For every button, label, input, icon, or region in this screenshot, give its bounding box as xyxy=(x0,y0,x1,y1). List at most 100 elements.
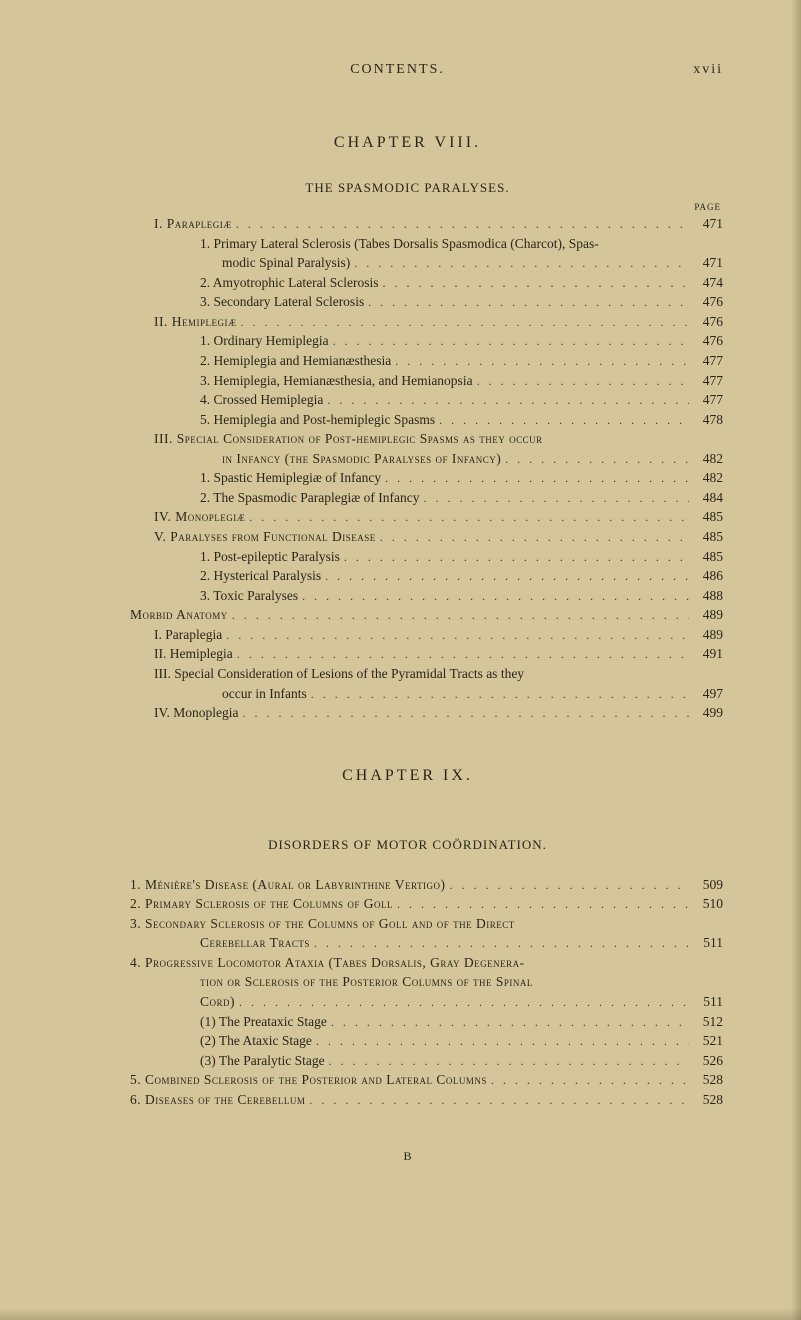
toc-row: 6. Diseases of the Cerebellum528 xyxy=(92,1090,723,1110)
toc-row: 2. Amyotrophic Lateral Sclerosis474 xyxy=(92,273,723,293)
signature-mark: B xyxy=(92,1149,723,1164)
toc-entry-label: 1. Ménière's Disease (Aural or Labyrinth… xyxy=(130,875,446,895)
toc-row: 5. Hemiplegia and Post-hemiplegic Spasms… xyxy=(92,410,723,430)
toc-entry-label: II. Hemiplegia xyxy=(154,644,233,664)
toc-row: (2) The Ataxic Stage521 xyxy=(92,1031,723,1051)
toc-row: 2. Hemiplegia and Hemianæsthesia477 xyxy=(92,351,723,371)
toc-entry-page: 482 xyxy=(689,468,723,488)
toc-row: II. Hemiplegia491 xyxy=(92,644,723,664)
toc-leader xyxy=(340,549,689,566)
toc-entry-page: 509 xyxy=(689,875,723,895)
toc-entry-label: Morbid Anatomy xyxy=(130,605,228,625)
toc-entry-page: 511 xyxy=(689,992,723,1012)
toc-row: IV. Monoplegia499 xyxy=(92,703,723,723)
page-label: PAGE xyxy=(92,202,723,212)
toc-leader xyxy=(419,490,689,507)
toc-entry-label: 1. Spastic Hemiplegiæ of Infancy xyxy=(200,468,381,488)
toc-leader xyxy=(376,529,689,546)
chapter-8-section-title: THE SPASMODIC PARALYSES. xyxy=(92,180,723,196)
toc-entry-label: I. Paraplegiæ xyxy=(154,214,232,234)
toc-entry-page: 497 xyxy=(689,684,723,704)
toc-leader xyxy=(228,607,689,624)
toc-leader xyxy=(364,294,689,311)
toc-row: 4. Progressive Locomotor Ataxia (Tabes D… xyxy=(92,953,723,973)
toc-row: 2. Primary Sclerosis of the Columns of G… xyxy=(92,894,723,914)
toc-leader xyxy=(393,896,689,913)
toc-row: (3) The Paralytic Stage 526 xyxy=(92,1051,723,1071)
toc-entry-label: 3. Secondary Sclerosis of the Columns of… xyxy=(130,914,515,934)
toc-entry-page: 477 xyxy=(689,351,723,371)
toc-row: 1. Ménière's Disease (Aural or Labyrinth… xyxy=(92,875,723,895)
toc-row: 2. Hysterical Paralysis486 xyxy=(92,566,723,586)
toc-entry-page: 489 xyxy=(689,625,723,645)
toc-entry-page: 484 xyxy=(689,488,723,508)
toc-entry-page: 526 xyxy=(689,1051,723,1071)
toc-entry-label: (1) The Preataxic Stage xyxy=(200,1012,327,1032)
toc-entry-label: V. Paralyses from Functional Disease xyxy=(154,527,376,547)
toc-leader xyxy=(391,353,689,370)
toc-entry-label: II. Hemiplegiæ xyxy=(154,312,237,332)
toc-entry-page: 510 xyxy=(689,894,723,914)
toc-row: IV. Monoplegiæ 485 xyxy=(92,507,723,527)
toc-entry-label: 3. Toxic Paralyses xyxy=(200,586,298,606)
toc-entry-label: (3) The Paralytic Stage xyxy=(200,1051,325,1071)
toc-entry-page: 476 xyxy=(689,292,723,312)
toc-entry-page: 488 xyxy=(689,586,723,606)
toc-entry-label: 5. Combined Sclerosis of the Posterior a… xyxy=(130,1070,487,1090)
toc-row: Morbid Anatomy489 xyxy=(92,605,723,625)
toc-entry-page: 471 xyxy=(689,253,723,273)
toc-entry-label: 5. Hemiplegia and Post-hemiplegic Spasms xyxy=(200,410,435,430)
toc-row: I. Paraplegiæ471 xyxy=(92,214,723,234)
toc-leader xyxy=(329,333,689,350)
toc-row: 5. Combined Sclerosis of the Posterior a… xyxy=(92,1070,723,1090)
toc-row: Cerebellar Tracts511 xyxy=(92,933,723,953)
running-head: CONTENTS. xvii xyxy=(92,62,723,78)
toc-entry-page: 528 xyxy=(689,1070,723,1090)
toc-entry-page: 477 xyxy=(689,390,723,410)
toc-entry-label: 1. Primary Lateral Sclerosis (Tabes Dors… xyxy=(200,234,599,254)
toc-leader xyxy=(235,994,689,1011)
toc-entry-label: 1. Ordinary Hemiplegia xyxy=(200,331,329,351)
chapter-8-title: CHAPTER VIII. xyxy=(92,134,723,152)
toc-entry-page: 486 xyxy=(689,566,723,586)
toc-leader xyxy=(325,1053,689,1070)
toc-leader xyxy=(232,216,689,233)
toc-leader xyxy=(473,373,689,390)
toc-entry-label: tion or Sclerosis of the Posterior Colum… xyxy=(200,972,533,992)
toc-row: 4. Crossed Hemiplegia 477 xyxy=(92,390,723,410)
toc-leader xyxy=(305,1092,689,1109)
toc-entry-label: 4. Crossed Hemiplegia xyxy=(200,390,323,410)
toc-row: modic Spinal Paralysis)471 xyxy=(92,253,723,273)
toc-entry-page: 528 xyxy=(689,1090,723,1110)
toc-chapter-8: I. Paraplegiæ4711. Primary Lateral Scler… xyxy=(92,214,723,723)
running-head-center: CONTENTS. xyxy=(92,62,663,78)
toc-entry-label: Cerebellar Tracts xyxy=(200,933,310,953)
toc-row: 3. Toxic Paralyses 488 xyxy=(92,586,723,606)
toc-leader xyxy=(501,451,689,468)
toc-chapter-9: 1. Ménière's Disease (Aural or Labyrinth… xyxy=(92,875,723,1110)
toc-row: 2. The Spasmodic Paraplegiæ of Infancy48… xyxy=(92,488,723,508)
toc-leader xyxy=(487,1072,689,1089)
toc-leader xyxy=(233,646,689,663)
toc-leader xyxy=(446,877,689,894)
toc-entry-page: 476 xyxy=(689,312,723,332)
toc-leader xyxy=(222,627,689,644)
page: CONTENTS. xvii CHAPTER VIII. THE SPASMOD… xyxy=(0,0,801,1204)
toc-leader xyxy=(239,705,690,722)
toc-entry-label: 4. Progressive Locomotor Ataxia (Tabes D… xyxy=(130,953,525,973)
toc-row: 1. Spastic Hemiplegiæ of Infancy 482 xyxy=(92,468,723,488)
toc-entry-label: Cord) xyxy=(200,992,235,1012)
toc-row: in Infancy (the Spasmodic Paralyses of I… xyxy=(92,449,723,469)
toc-entry-label: 2. Amyotrophic Lateral Sclerosis xyxy=(200,273,378,293)
toc-leader xyxy=(298,588,689,605)
toc-entry-label: (2) The Ataxic Stage xyxy=(200,1031,312,1051)
toc-entry-page: 485 xyxy=(689,507,723,527)
toc-entry-page: 478 xyxy=(689,410,723,430)
toc-entry-label: 3. Secondary Lateral Sclerosis xyxy=(200,292,364,312)
toc-row: III. Special Consideration of Post-hemip… xyxy=(92,429,723,449)
toc-entry-label: 1. Post-epileptic Paralysis xyxy=(200,547,340,567)
toc-leader xyxy=(307,686,689,703)
toc-entry-page: 482 xyxy=(689,449,723,469)
toc-entry-label: IV. Monoplegiæ xyxy=(154,507,245,527)
toc-entry-page: 485 xyxy=(689,527,723,547)
